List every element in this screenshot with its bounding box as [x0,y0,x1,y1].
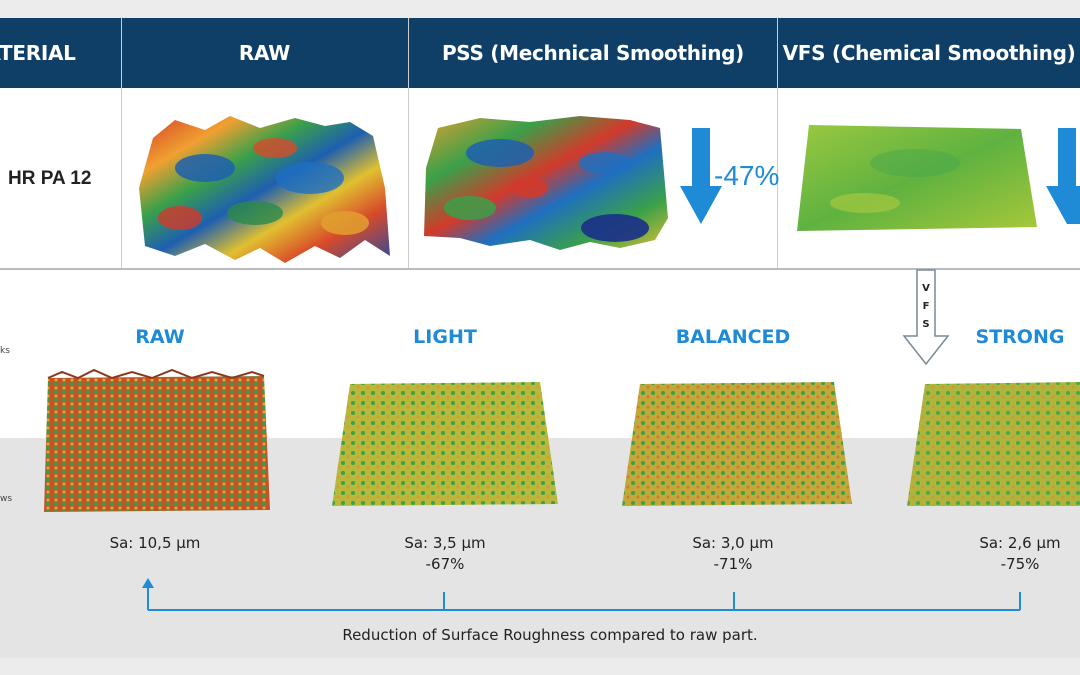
sa-value-strong: Sa: 2,6 µm -75% [955,533,1080,575]
header-pss: PSS (Mechnical Smoothing) [441,41,745,65]
comparison-figure: ATERIAL RAW PSS (Mechnical Smoothing) VF… [0,18,1080,658]
header-vfs: VFS (Chemical Smoothing) [782,41,1076,65]
table-bottom-rule [0,268,1080,270]
vfs-reduction-arrow-icon [1046,128,1080,224]
peaks-label: ks [0,346,10,356]
header-material: ATERIAL [0,41,76,65]
vfs-connector-arrow-icon [902,269,950,366]
reduction-arrow-icon [680,128,722,224]
sa-value-light: Sa: 3,5 µm -67% [380,533,510,575]
sa-reduction: -75% [1000,555,1040,573]
pss-surface-map [424,116,668,250]
strong-finish-surface-map [907,382,1080,506]
column-divider [121,18,122,270]
sa-reduction: -71% [713,555,753,573]
sa-value-raw: Sa: 10,5 µm [90,533,220,554]
table-header: ATERIAL RAW PSS (Mechnical Smoothing) VF… [0,18,1080,88]
level-label-raw: RAW [135,326,185,348]
valleys-label: ws [0,494,13,504]
sa-text: Sa: 3,5 µm [404,534,486,552]
level-label-strong: STRONG [975,326,1065,348]
raw-surface-map [139,116,390,263]
level-label-light: LIGHT [413,326,477,348]
balanced-finish-surface-map [622,382,852,506]
pss-reduction-percent: -47% [714,160,780,191]
sa-reduction: -67% [425,555,465,573]
light-finish-surface-map [332,382,558,506]
sa-text: Sa: 10,5 µm [109,534,201,552]
column-divider [777,18,778,270]
raw-finish-surface-map [44,368,270,512]
sa-value-balanced: Sa: 3,0 µm -71% [668,533,798,575]
sa-text: Sa: 3,0 µm [692,534,774,552]
level-label-balanced: BALANCED [675,326,791,348]
figure-caption: Reduction of Surface Roughness compared … [342,626,758,644]
comparison-bracket [142,578,1021,611]
material-name: HR PA 12 [8,168,92,189]
vfs-surface-map [797,125,1037,231]
header-raw: RAW [238,41,291,65]
column-divider [408,18,409,270]
sa-text: Sa: 2,6 µm [979,534,1061,552]
